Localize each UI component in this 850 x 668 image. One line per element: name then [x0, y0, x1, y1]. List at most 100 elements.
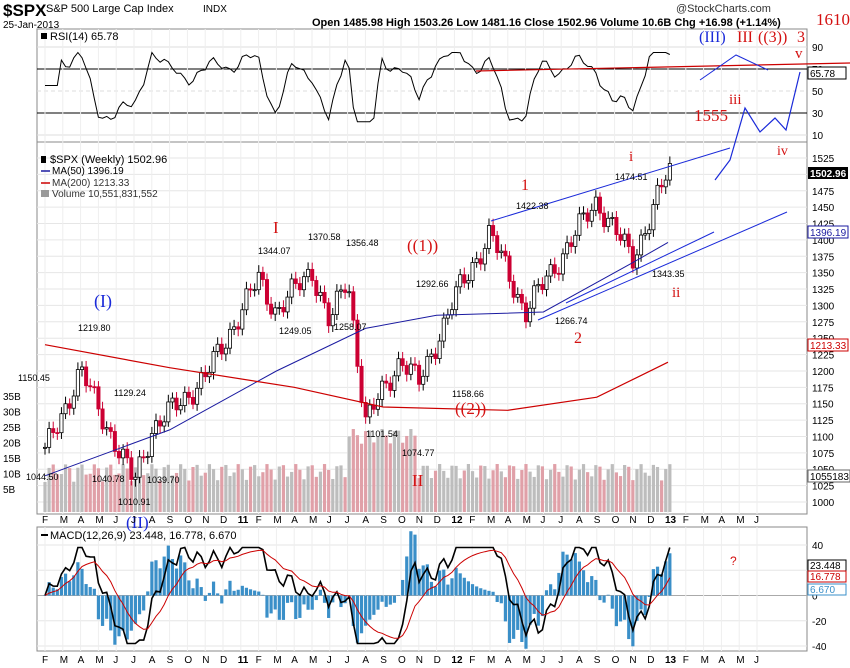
price-tick-label: 1025 [812, 482, 835, 493]
volume-bar [294, 464, 298, 512]
volume-bar [409, 429, 413, 512]
price-candle [429, 353, 434, 357]
volume-bar [655, 466, 660, 512]
price-candle [375, 399, 380, 410]
price-tick-label: 1275 [812, 318, 835, 329]
price-candle [141, 456, 146, 459]
volume-bar [199, 475, 203, 512]
x-tick-label: A [78, 655, 85, 666]
macd-histogram-bar [129, 595, 133, 631]
rsi-tick-label: 30 [812, 109, 824, 120]
price-candle [552, 264, 557, 274]
macd-histogram-bar [298, 595, 302, 618]
volume-bar [606, 469, 610, 512]
volume-bar [392, 430, 397, 512]
price-candle [634, 254, 639, 269]
macd-histogram-bar [623, 595, 627, 620]
volume-bar [421, 465, 425, 512]
price-candle [622, 233, 627, 241]
price-candle [256, 271, 261, 291]
volume-bar [483, 466, 487, 512]
volume-bar [179, 464, 183, 512]
price-point-label: 1074.77 [402, 448, 435, 458]
volume-bar [88, 473, 92, 512]
rsi-line [45, 51, 671, 123]
volume-bar [281, 465, 286, 512]
macd-histogram-bar [199, 587, 203, 596]
upper-channel-line [490, 147, 731, 222]
price-candle [301, 276, 306, 291]
macd-histogram-bar [495, 595, 499, 602]
x-tick-label: M [273, 515, 281, 526]
macd-histogram-bar [137, 595, 142, 615]
price-candle [158, 420, 163, 427]
macd-histogram-bar [368, 595, 372, 620]
macd-histogram-bar [507, 595, 512, 643]
price-candle [347, 291, 352, 294]
price-tick-label: 1300 [812, 301, 835, 312]
macd-histogram-bar [573, 553, 577, 596]
macd-histogram-bar [392, 595, 397, 603]
volume-bar [429, 478, 434, 512]
price-candle [100, 408, 105, 430]
ma50-line [44, 241, 669, 477]
volume-bar [598, 466, 602, 512]
volume-bar [413, 435, 417, 512]
price-tick-label: 1125 [812, 416, 834, 427]
price-candle [639, 234, 644, 256]
macd-histogram-bar [487, 590, 491, 596]
price-candle [145, 456, 150, 458]
macd-histogram-bar [248, 589, 253, 596]
volume-bar [540, 466, 545, 512]
macd-histogram-bar [540, 595, 545, 617]
volume-bar [277, 466, 281, 512]
macd-histogram-bar [174, 568, 179, 596]
price-candle [630, 246, 635, 269]
price-legend: $SPX (Weekly) 1502.96 MA(50) 1396.19 MA(… [41, 154, 167, 200]
x-tick-label: A [576, 655, 583, 666]
elliott-wave-overlay [490, 71, 801, 321]
volume-bar [368, 430, 372, 512]
price-candle [137, 456, 142, 478]
price-candle [343, 289, 348, 293]
wave-label: 1555 [694, 106, 728, 125]
volume-bar [470, 471, 475, 512]
price-candle [392, 375, 397, 391]
macd-histogram-bar [244, 587, 249, 596]
x-tick-label: A [576, 515, 583, 526]
price-point-label: 1040.78 [92, 474, 125, 484]
x-tick-label: M [60, 515, 68, 526]
rsi-value-tag: 65.78 [810, 69, 835, 80]
price-candle [55, 432, 60, 434]
price-candle [293, 278, 298, 284]
volume-bar [216, 480, 220, 512]
macd-histogram-bar [380, 595, 384, 602]
price-tick-label: 1075 [812, 449, 835, 460]
macd-histogram-bar [109, 595, 113, 631]
x-tick-label: 13 [665, 515, 677, 526]
price-candle [421, 375, 426, 385]
macd-histogram-bar [76, 562, 80, 596]
ma50-tag-box [807, 225, 849, 239]
volume-bar [47, 467, 51, 512]
volume-bar [125, 468, 129, 512]
price-candle [166, 401, 171, 423]
price-candle [84, 366, 89, 387]
macd-question-mark: ? [730, 554, 737, 568]
volume-bar [450, 465, 454, 512]
volume-bar [458, 478, 462, 512]
price-candle [232, 326, 237, 330]
macd-histogram-bar [586, 582, 590, 596]
price-candle [195, 387, 200, 405]
macd-signal-line [44, 549, 671, 639]
volume-bar [351, 429, 355, 512]
macd-histogram-bar [655, 566, 660, 596]
macd-histogram-bar [294, 595, 298, 620]
macd-histogram-bar [396, 595, 401, 596]
volume-bar [405, 435, 409, 512]
macd-histogram-bar [475, 586, 479, 596]
price-candle [495, 235, 500, 253]
volume-bar [183, 468, 187, 512]
macd-histogram-bar [211, 581, 216, 596]
macd-histogram-bar [598, 595, 602, 601]
